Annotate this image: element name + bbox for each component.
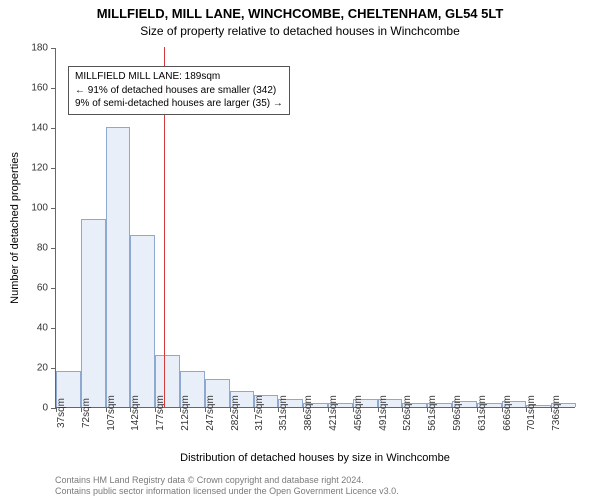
x-tick-label: 317sqm — [254, 395, 265, 431]
attribution-line-1: Contains HM Land Registry data © Crown c… — [55, 475, 575, 485]
y-tick — [51, 248, 56, 249]
y-tick-label: 140 — [31, 123, 48, 134]
x-tick-label: 561sqm — [427, 395, 438, 431]
attribution-line-2: Contains public sector information licen… — [55, 486, 575, 496]
x-tick-label: 212sqm — [180, 395, 191, 431]
y-tick-label: 180 — [31, 43, 48, 54]
x-tick-label: 701sqm — [526, 395, 537, 431]
y-tick-label: 20 — [37, 363, 48, 374]
x-tick-label: 37sqm — [56, 398, 67, 428]
x-tick-label: 421sqm — [328, 395, 339, 431]
x-tick-label: 247sqm — [205, 395, 216, 431]
y-tick-label: 120 — [31, 163, 48, 174]
annotation-box: MILLFIELD MILL LANE: 189sqm← 91% of deta… — [68, 66, 290, 115]
y-tick — [51, 368, 56, 369]
x-tick-label: 666sqm — [502, 395, 513, 431]
x-tick-label: 386sqm — [303, 395, 314, 431]
x-tick-label: 736sqm — [551, 395, 562, 431]
y-tick-label: 80 — [37, 243, 48, 254]
x-tick-label: 526sqm — [402, 395, 413, 431]
x-axis-label: Distribution of detached houses by size … — [55, 452, 575, 464]
y-tick-label: 60 — [37, 283, 48, 294]
y-tick — [51, 168, 56, 169]
y-tick-label: 0 — [42, 403, 48, 414]
y-axis-label: Number of detached properties — [8, 48, 22, 408]
x-tick-label: 282sqm — [230, 395, 241, 431]
y-tick — [51, 48, 56, 49]
y-tick-label: 160 — [31, 83, 48, 94]
annotation-line-3: 9% of semi-detached houses are larger (3… — [75, 97, 283, 111]
x-tick-label: 491sqm — [378, 395, 389, 431]
x-tick-label: 351sqm — [278, 395, 289, 431]
y-tick — [51, 128, 56, 129]
x-tick-label: 596sqm — [452, 395, 463, 431]
x-tick-label: 142sqm — [130, 395, 141, 431]
attribution: Contains HM Land Registry data © Crown c… — [55, 475, 575, 496]
title-sub: Size of property relative to detached ho… — [0, 24, 600, 38]
y-tick-label: 40 — [37, 323, 48, 334]
y-tick — [51, 88, 56, 89]
histogram-bar — [81, 219, 106, 407]
annotation-line-2: ← 91% of detached houses are smaller (34… — [75, 84, 283, 98]
plot-area: 02040608010012014016018037sqm72sqm107sqm… — [55, 48, 575, 408]
chart-container: MILLFIELD, MILL LANE, WINCHCOMBE, CHELTE… — [0, 0, 600, 500]
y-tick — [51, 208, 56, 209]
x-tick-label: 631sqm — [477, 395, 488, 431]
y-tick — [51, 328, 56, 329]
histogram-bar — [106, 127, 131, 407]
y-tick — [51, 288, 56, 289]
x-tick-label: 456sqm — [353, 395, 364, 431]
x-tick-label: 107sqm — [106, 395, 117, 431]
y-tick-label: 100 — [31, 203, 48, 214]
x-tick-label: 72sqm — [81, 398, 92, 428]
title-main: MILLFIELD, MILL LANE, WINCHCOMBE, CHELTE… — [0, 6, 600, 21]
annotation-line-1: MILLFIELD MILL LANE: 189sqm — [75, 70, 283, 84]
histogram-bar — [130, 235, 155, 407]
